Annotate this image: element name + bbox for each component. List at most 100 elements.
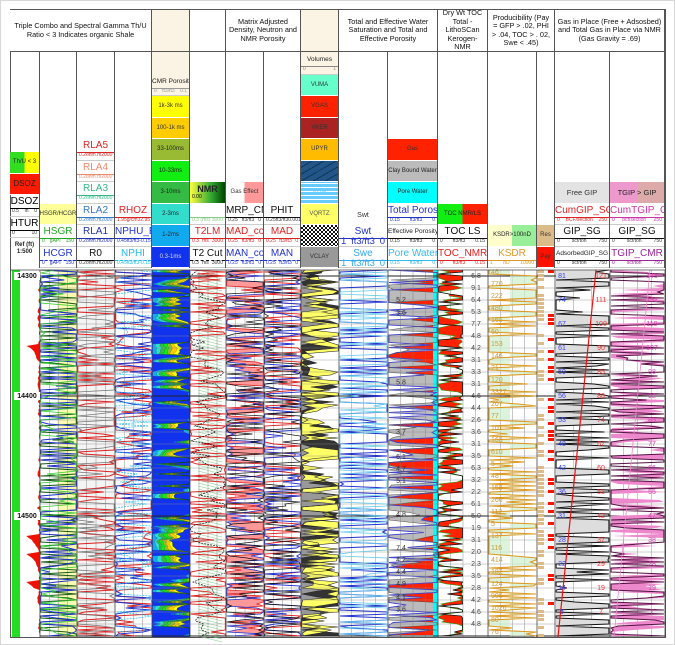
- t2-hatch: [197, 635, 223, 643]
- curve-header[interactable]: GIP_SG 0 scf/ton 750: [555, 225, 609, 247]
- curve-scale: 0.2 ohm.m 2000: [77, 174, 114, 181]
- t2-hatch: [197, 353, 223, 361]
- depth-label: 14400: [17, 393, 37, 400]
- curve-header[interactable]: KSDR 1 nD 10000: [488, 247, 536, 268]
- reservoir-flag: [538, 378, 544, 381]
- curve-header[interactable]: AdsorbedGIP_SG 0 scf/ton 750: [555, 247, 609, 268]
- gip-adsorbed-label: 61: [558, 345, 566, 352]
- curve-header[interactable]: Effective Porosity 0.15 ft3/ft3 0: [388, 225, 437, 247]
- t2-hatch: [197, 626, 223, 634]
- curve-header[interactable]: HTUR 0 10: [10, 217, 39, 238]
- curve-header[interactable]: RHOZ 1.95 g/cm3 2.95: [115, 204, 151, 225]
- reservoir-flag: [538, 374, 544, 377]
- track-header-nmr: NMR 0.00 0.3 (ms) 3000 T2LM 0.3 ms 3000 T2 Cut 0.3…: [190, 52, 226, 268]
- pay-flag: [548, 322, 554, 325]
- curve-header[interactable]: RLA5 0.2 ohm.m 2000: [77, 139, 114, 161]
- toc-value-label: 3.3: [471, 369, 481, 376]
- pay-flag: [548, 578, 554, 581]
- curve-header[interactable]: T2LM 0.3 ms 3000: [190, 225, 225, 247]
- man-conv-curve: [225, 269, 264, 637]
- curve-scale: 0 gAPI 150: [40, 238, 76, 245]
- curve-header[interactable]: RLA3 0.2 ohm.m 2000: [77, 182, 114, 204]
- curve-header[interactable]: HSGR 0 gAPI 150: [40, 225, 76, 247]
- curve-header[interactable]: T2 Cut 0.3 ms 3000: [190, 247, 225, 268]
- curve-header[interactable]: Swe 1 ft3/ft3 0: [339, 247, 387, 268]
- scale-value: ft3/ft3: [409, 216, 423, 223]
- scale-value: 0.25: [266, 216, 276, 223]
- curve-name: TOC_NMR: [438, 247, 487, 259]
- curve-header[interactable]: CMR Porosity 0 ft3/ft3 0.1: [152, 75, 189, 96]
- curve-header[interactable]: NPHI 0.45 ft3/ft3 -0.15: [115, 247, 151, 268]
- scale-value: -0.15: [139, 259, 151, 266]
- gip-free-label: 74: [597, 417, 605, 424]
- t2cut-curve: [189, 269, 227, 637]
- curve-header[interactable]: HCGR 0 gAPI 150: [40, 247, 76, 268]
- curve-header[interactable]: Swt 1 ft3/ft3 0: [339, 225, 387, 247]
- curve-scale: 0.25 ft3/ft3 0: [264, 260, 300, 267]
- gip-adsorbed-label: 22: [558, 561, 566, 568]
- curve-header[interactable]: Volumes 0 1: [301, 53, 338, 75]
- curve-header[interactable]: TGIP_CMR 0 scf/ton 750: [610, 247, 664, 268]
- curve-scale: 0.5 in 0: [10, 208, 39, 215]
- curve-header[interactable]: 0.3 (ms) 3000: [190, 204, 225, 225]
- ksdr-value-label: 207: [491, 401, 503, 408]
- curve-name: NPHU_EC: [115, 226, 151, 237]
- legend-label: VKER: [311, 124, 328, 131]
- scale-value: 0.15: [475, 238, 485, 244]
- pay-flag: [548, 406, 554, 409]
- legend-block: DSOZ: [10, 173, 39, 195]
- curve-header[interactable]: R0 0.2 ohm.m 2000: [77, 247, 114, 268]
- gip-total-label: 66: [648, 465, 656, 472]
- curve-header[interactable]: RLA2 0.2 ohm.m 2000: [77, 204, 114, 225]
- curve-header[interactable]: MAD 0.25 ft3/ft3 0: [264, 225, 300, 247]
- pay-flag: [548, 574, 554, 577]
- ksdr-value-label: 112: [491, 509, 502, 516]
- gip-total-label: 19: [648, 585, 656, 592]
- scale-value: ft3/ft3: [279, 259, 292, 266]
- scale-value: gAPI: [49, 238, 61, 244]
- scale-value: 0: [432, 259, 435, 266]
- t2-hatch: [197, 467, 223, 475]
- toc-value-label: 2.2: [471, 489, 481, 496]
- curve-header[interactable]: CumGIP_SG 0 BCF/section 250: [555, 204, 609, 225]
- curve-header[interactable]: RLA4 0.2 ohm.m 2000: [77, 161, 114, 182]
- t2-hatch: [197, 623, 223, 631]
- curve-header[interactable]: TOC_NMR 0 ft3/ft3 0.15: [438, 247, 487, 268]
- scale-value: ohm.m: [85, 238, 102, 244]
- gip-adsorbed-label: 14: [558, 585, 566, 592]
- scale-value: 10: [31, 229, 37, 236]
- curve-scale: 0 bcf/section 250: [610, 217, 664, 224]
- ksdr-value-label: 182: [491, 569, 503, 576]
- curve-header[interactable]: TOC LS 0 ft3/ft3 0.15: [438, 225, 487, 247]
- scale-value: 0: [42, 259, 45, 266]
- scale-value: 0: [258, 259, 261, 266]
- curve-header[interactable]: RLA1 0.2 ohm.m 2000: [77, 225, 114, 247]
- curve-header[interactable]: GIP_SG 0 scf/ton 750: [610, 225, 664, 247]
- scale-value: 0: [295, 259, 298, 266]
- gip-total-label: 119: [646, 321, 657, 328]
- pay-flag: [548, 398, 554, 401]
- curve-name: PHIT: [270, 204, 294, 216]
- legend-label: NMR: [197, 184, 218, 195]
- ksdr-value-label: 48: [491, 473, 499, 480]
- log-curve: [301, 269, 340, 637]
- reservoir-flag: [538, 306, 544, 309]
- ksdr-value-label: 46: [491, 269, 499, 276]
- toc-value-label: 4.2: [471, 597, 481, 604]
- curve-scale: 0 BCF/section 250: [555, 217, 609, 224]
- scale-value: gAPI: [49, 259, 61, 266]
- pay-flag: [548, 438, 554, 441]
- scale-value: 10000: [520, 259, 534, 266]
- gip-adsorbed-label: 59: [558, 369, 566, 376]
- curve-line-sample: [610, 238, 664, 239]
- curve-header[interactable]: MAN 0.25 ft3/ft3 0: [264, 247, 300, 268]
- curve-header[interactable]: PHIT 0.25 ft3/ft3 0.001: [264, 204, 300, 225]
- curve-header[interactable]: DSOZ 0.5 in 0: [10, 195, 39, 217]
- curve-header[interactable]: Pore Water 0.15 ft3/ft3 0: [388, 247, 437, 268]
